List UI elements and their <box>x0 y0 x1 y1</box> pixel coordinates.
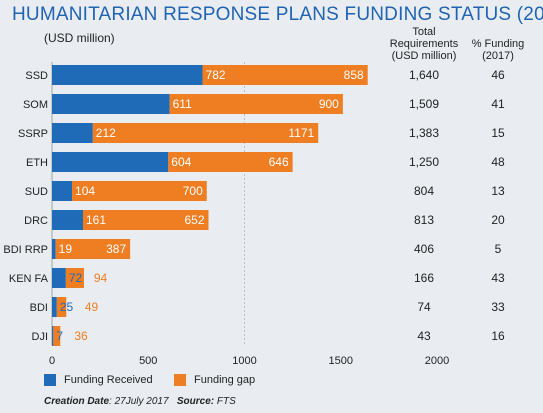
legend-item-gap: Funding gap <box>174 374 255 386</box>
bar-gap <box>169 94 343 114</box>
data-label-funded: 782 <box>206 68 226 82</box>
total-requirement-value: 43 <box>417 329 431 343</box>
legend-item-funded: Funding Received <box>44 374 153 386</box>
category-label: DRC <box>24 215 48 227</box>
percent-header-line: (2017) <box>482 50 514 62</box>
total-requirement-value: 1,383 <box>409 126 439 140</box>
chart-title: HUMANITARIAN RESPONSE PLANS FUNDING STAT… <box>12 4 543 25</box>
percent-funding-value: 5 <box>495 242 502 256</box>
data-label-funded: 212 <box>96 126 116 140</box>
total-requirement-value: 1,640 <box>409 68 439 82</box>
total-requirement-value: 1,509 <box>409 97 439 111</box>
bar-funded <box>52 297 57 317</box>
bar-gap <box>168 152 293 172</box>
legend-swatch-gap <box>174 374 186 386</box>
percent-funding-value: 33 <box>491 300 505 314</box>
data-label-funded: 72 <box>69 271 83 285</box>
legend-swatch-funded <box>44 374 56 386</box>
x-tick-label: 500 <box>139 355 157 367</box>
category-label: SSD <box>25 70 48 82</box>
data-label-funded: 25 <box>60 300 74 314</box>
data-label-gap: 94 <box>94 271 108 285</box>
source-label: Source: <box>176 396 215 407</box>
bar-gap <box>92 123 319 143</box>
data-label-funded: 611 <box>173 97 192 111</box>
percent-funding-value: 46 <box>491 68 505 82</box>
bar-funded <box>52 181 73 201</box>
category-label: ETH <box>26 157 48 169</box>
data-label-funded: 604 <box>171 155 191 169</box>
category-label: KEN FA <box>9 273 49 285</box>
x-tick-label: 1500 <box>329 355 353 367</box>
bar-funded <box>52 326 54 346</box>
bar-gap <box>55 239 131 259</box>
creation-date-label: Creation Date <box>44 396 110 407</box>
legend-label-funded: Funding Received <box>64 374 153 386</box>
category-label: SSRP <box>18 128 48 140</box>
requirements-header-line: Total <box>412 26 436 38</box>
bar-gap <box>56 297 67 317</box>
percent-funding-value: 48 <box>491 155 505 169</box>
data-label-gap: 49 <box>85 300 99 314</box>
category-label: SUD <box>25 186 48 198</box>
data-label-funded: 19 <box>59 242 73 256</box>
total-requirement-value: 813 <box>414 213 434 227</box>
data-label-gap: 652 <box>184 213 204 227</box>
percent-funding-value: 15 <box>491 126 505 140</box>
data-label-gap: 900 <box>319 97 339 111</box>
data-label-gap: 700 <box>183 184 203 198</box>
unit-label: (USD million) <box>44 31 115 45</box>
data-label-funded: 104 <box>75 184 95 198</box>
bar-funded <box>52 94 170 114</box>
creation-date-value: : 27July 2017 <box>109 396 169 407</box>
bar-funded <box>52 239 56 259</box>
total-requirement-value: 166 <box>414 271 434 285</box>
requirements-column-header: Total Requirements (USD million) <box>378 26 470 62</box>
category-label: BDI <box>30 302 48 314</box>
data-label-funded: 161 <box>86 213 106 227</box>
x-tick-label: 2000 <box>425 355 449 367</box>
total-requirement-value: 1,250 <box>409 155 439 169</box>
source-note: Creation Date: 27July 2017 Source: FTS <box>44 396 236 407</box>
x-tick-label: 1000 <box>232 355 256 367</box>
total-requirement-value: 804 <box>414 184 434 198</box>
bar-gap <box>53 326 61 346</box>
data-label-funded: 7 <box>56 329 63 343</box>
legend-label-gap: Funding gap <box>194 374 256 386</box>
category-label: BDI RRP <box>3 244 48 256</box>
category-label: DJI <box>32 331 49 343</box>
data-label-gap: 1171 <box>288 126 314 140</box>
data-label-gap: 858 <box>344 68 364 82</box>
percent-column-header: % Funding (2017) <box>470 26 526 62</box>
percent-funding-value: 13 <box>491 184 505 198</box>
data-label-gap: 387 <box>106 242 126 256</box>
data-label-gap: 646 <box>269 155 289 169</box>
bar-funded <box>52 152 169 172</box>
category-label: SOM <box>23 99 48 111</box>
percent-funding-value: 41 <box>491 97 505 111</box>
bar-funded <box>52 268 66 288</box>
percent-funding-value: 43 <box>491 271 505 285</box>
bar-gap <box>82 210 209 230</box>
bar-funded <box>52 123 93 143</box>
bar-funded <box>52 210 83 230</box>
percent-header-line: % Funding <box>471 38 525 50</box>
bar-gap <box>72 181 207 201</box>
data-label-gap: 36 <box>74 329 88 343</box>
total-requirement-value: 74 <box>417 300 431 314</box>
bar-gap <box>202 65 368 85</box>
x-tick-label: 0 <box>49 355 55 367</box>
bar-funded <box>52 65 203 85</box>
bar-gap <box>65 268 84 288</box>
percent-funding-value: 16 <box>491 329 505 343</box>
source-value: FTS <box>214 396 236 407</box>
total-requirement-value: 406 <box>414 242 434 256</box>
requirements-header-line: Requirements <box>389 38 459 50</box>
percent-funding-value: 20 <box>491 213 505 227</box>
requirements-header-line: (USD million) <box>391 50 457 62</box>
